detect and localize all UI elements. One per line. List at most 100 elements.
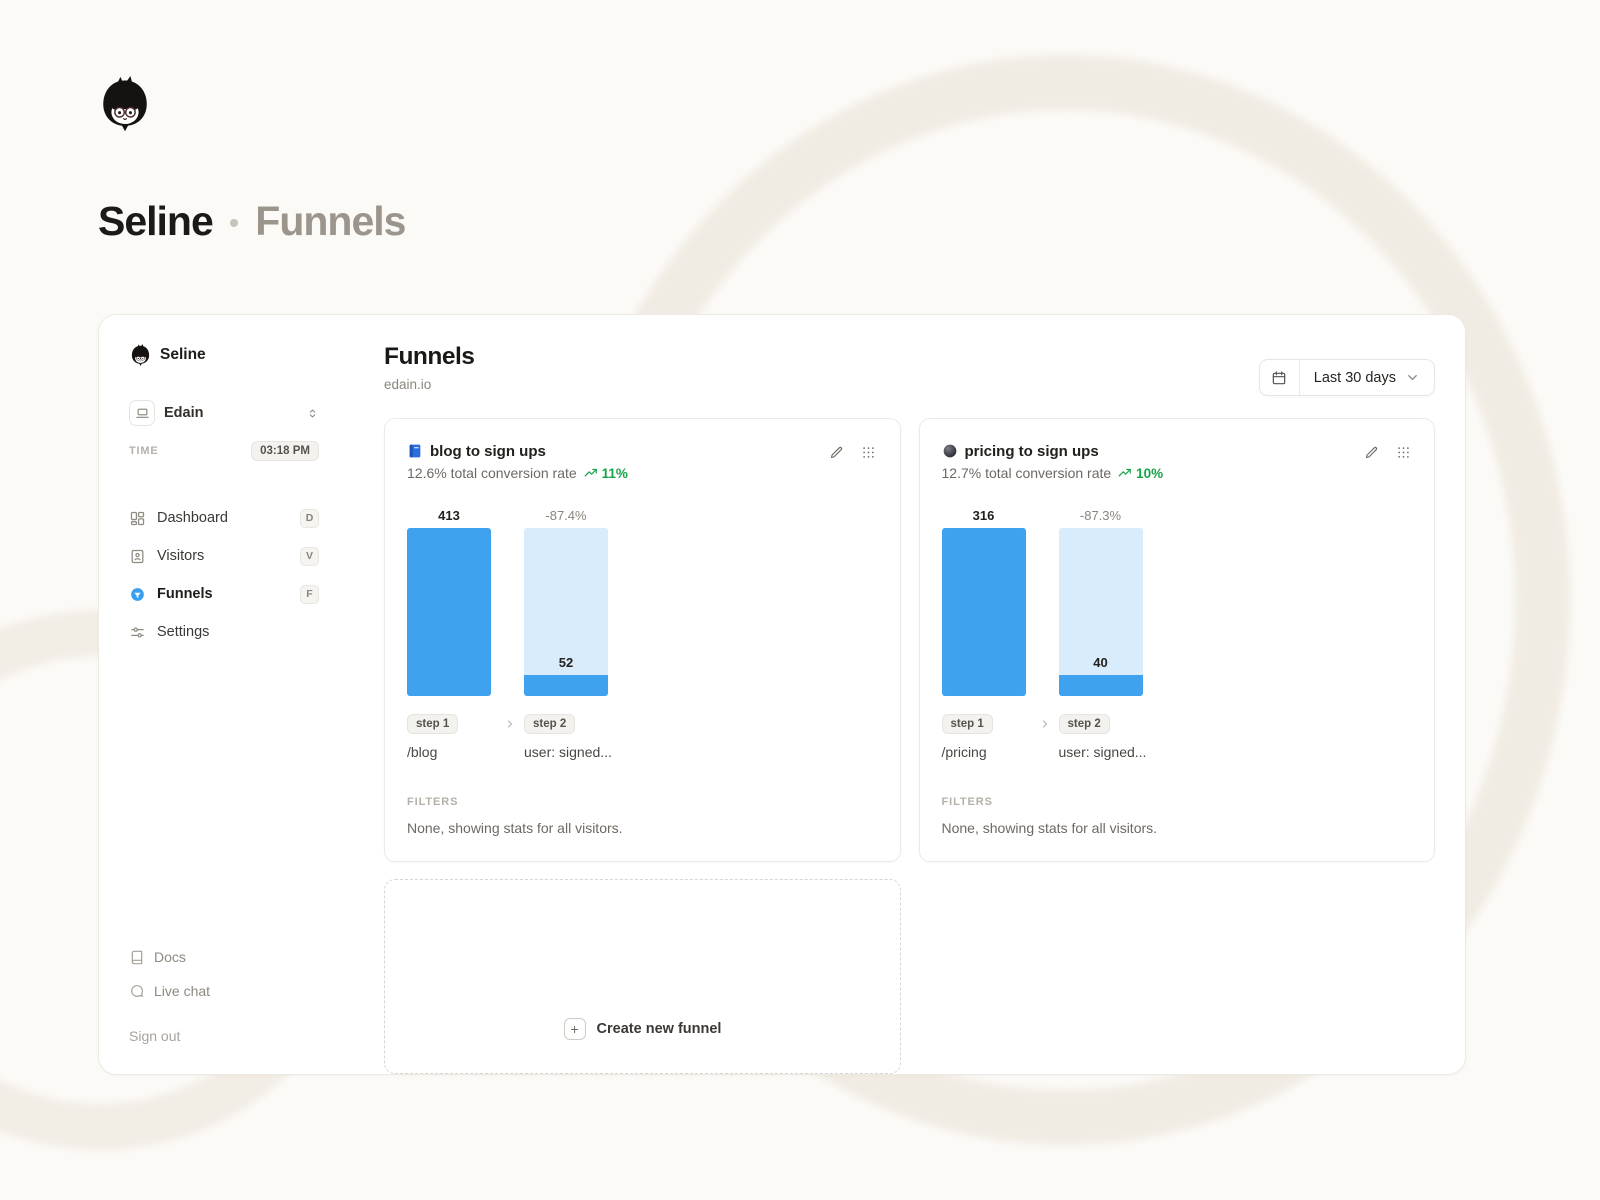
workspace-icon [129, 400, 155, 426]
bar-step1[interactable] [407, 528, 491, 696]
bar-step2-fill: 52 [524, 675, 608, 696]
conversion-rate: 12.7% total conversion rate [942, 465, 1112, 481]
edit-funnel-button[interactable] [1362, 443, 1380, 461]
date-range-label: Last 30 days [1314, 370, 1396, 386]
drag-handle-button[interactable] [1394, 443, 1412, 461]
trending-up-icon [1118, 466, 1132, 480]
bar-value-step1: 316 [942, 509, 1026, 522]
filters-label: FILTERS [942, 796, 1413, 808]
bar-step2[interactable]: 52 [524, 528, 608, 696]
seline-mascot-logo [96, 76, 154, 134]
shortcut-badge: F [300, 585, 319, 604]
trend-indicator: 10% [1118, 466, 1163, 481]
step1-badge: step 1 [942, 714, 993, 734]
edit-funnel-button[interactable] [828, 443, 846, 461]
calendar-icon [1271, 370, 1287, 386]
sidebar-footer: Docs Live chat Sign out [129, 945, 319, 1044]
chevron-right-icon [1039, 718, 1051, 730]
date-range-picker[interactable]: Last 30 days [1259, 359, 1435, 396]
main-header: Funnels edain.io Last 30 days [384, 343, 1435, 392]
step2-value: user: signed... [1059, 744, 1147, 760]
docs-label: Docs [154, 949, 186, 965]
grip-dots-icon [1396, 445, 1411, 460]
chevron-right-icon [504, 718, 516, 730]
step1-badge: step 1 [407, 714, 458, 734]
sidebar-item-dashboard[interactable]: Dashboard D [129, 499, 319, 537]
step2-badge: step 2 [1059, 714, 1110, 734]
filters-text: None, showing stats for all visitors. [942, 820, 1413, 836]
sidebar-brand[interactable]: Seline [129, 343, 319, 367]
step1-value: /pricing [942, 744, 987, 760]
bar-drop-step2: -87.3% [1059, 509, 1143, 522]
seline-mascot-icon [129, 344, 152, 367]
filters-text: None, showing stats for all visitors. [407, 820, 878, 836]
docs-book-icon [129, 949, 145, 965]
dark-moon-emoji-icon [942, 443, 958, 459]
sidebar-item-label: Dashboard [157, 510, 228, 526]
sidebar-nav: Dashboard D Visitors V [129, 499, 319, 651]
drag-handle-button[interactable] [860, 443, 878, 461]
bar-drop-step2: -87.4% [524, 509, 608, 522]
live-chat-label: Live chat [154, 983, 210, 999]
bar-step2-fill: 40 [1059, 675, 1143, 696]
funnel-card-pricing: pricing to sign ups [919, 418, 1436, 862]
funnel-title: blog to sign ups [430, 443, 546, 460]
bar-step1[interactable] [942, 528, 1026, 696]
visitors-icon [129, 548, 146, 565]
page-title-section: Funnels [255, 198, 405, 245]
time-row: TIME 03:18 PM [129, 441, 319, 461]
bar-value-step1: 413 [407, 509, 491, 522]
sidebar-item-label: Visitors [157, 548, 204, 564]
plus-icon: + [564, 1018, 586, 1040]
funnel-bar-chart: 413 -87.4% 52 [407, 509, 878, 696]
bar-value-step2: 52 [524, 655, 608, 675]
calendar-button[interactable] [1260, 360, 1300, 395]
sidebar-item-visitors[interactable]: Visitors V [129, 537, 319, 575]
step2-value: user: signed... [524, 744, 612, 760]
bar-step2[interactable]: 40 [1059, 528, 1143, 696]
create-new-funnel-card[interactable]: + Create new funnel [384, 879, 901, 1074]
time-label: TIME [129, 445, 158, 457]
funnel-bar-chart: 316 -87.3% 40 [942, 509, 1413, 696]
app-panel: Seline Edain TIME 03:18 PM [98, 314, 1466, 1075]
funnel-title: pricing to sign ups [965, 443, 1099, 460]
docs-link[interactable]: Docs [129, 945, 319, 969]
main-content: Funnels edain.io Last 30 days [384, 343, 1435, 1074]
chat-bubble-icon [129, 983, 145, 999]
sign-out-link[interactable]: Sign out [129, 1028, 319, 1044]
time-value-badge: 03:18 PM [251, 441, 319, 461]
pencil-icon [1364, 445, 1379, 460]
shortcut-badge: D [300, 509, 319, 528]
bar-value-step2: 40 [1059, 655, 1143, 675]
sidebar-brand-label: Seline [160, 346, 206, 364]
trend-indicator: 11% [584, 466, 628, 481]
funnel-card-blog: blog to sign ups [384, 418, 901, 862]
filters-label: FILTERS [407, 796, 878, 808]
create-new-funnel-label: Create new funnel [597, 1021, 722, 1037]
chevron-down-icon [1405, 370, 1420, 385]
shortcut-badge: V [300, 547, 319, 566]
trend-value: 10% [1136, 466, 1163, 481]
workspace-selector[interactable]: Edain [129, 398, 319, 428]
sidebar-item-label: Settings [157, 624, 209, 640]
trend-value: 11% [602, 466, 628, 481]
page-title-brand: Seline [98, 198, 213, 245]
step1-value: /blog [407, 744, 437, 760]
settings-sliders-icon [129, 624, 146, 641]
step2-badge: step 2 [524, 714, 575, 734]
page-title-separator: • [229, 209, 240, 239]
live-chat-link[interactable]: Live chat [129, 979, 319, 1003]
sidebar: Seline Edain TIME 03:18 PM [129, 343, 319, 1074]
funnels-icon [129, 586, 146, 603]
trending-up-icon [584, 466, 598, 480]
sidebar-item-label: Funnels [157, 586, 213, 602]
sidebar-item-settings[interactable]: Settings [129, 613, 319, 651]
date-range-button[interactable]: Last 30 days [1300, 370, 1434, 386]
workspace-name: Edain [164, 405, 203, 421]
pencil-icon [829, 445, 844, 460]
sidebar-item-funnels[interactable]: Funnels F [129, 575, 319, 613]
grip-dots-icon [861, 445, 876, 460]
page-title: Seline • Funnels [98, 198, 405, 245]
conversion-rate: 12.6% total conversion rate [407, 465, 577, 481]
chevron-up-down-icon [306, 407, 319, 420]
